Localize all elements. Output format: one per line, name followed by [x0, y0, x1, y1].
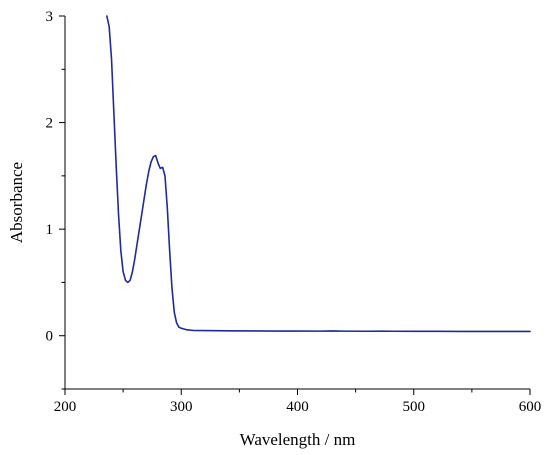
x-tick-label: 200: [54, 399, 77, 415]
x-tick-label: 400: [286, 399, 309, 415]
x-tick-label: 300: [170, 399, 193, 415]
y-tick-label: 2: [46, 116, 54, 132]
y-tick-label: 0: [46, 329, 54, 345]
y-axis-title: Absorbance: [7, 162, 26, 243]
x-tick-label: 600: [519, 399, 542, 415]
absorbance-series-line: [106, 15, 531, 333]
x-axis-title: Wavelength / nm: [240, 430, 356, 449]
plot-area: 200 300 400 500 600 0 1 2 3: [46, 9, 542, 415]
x-tick-label: 500: [403, 399, 426, 415]
y-tick-label: 3: [46, 9, 54, 25]
y-tick-label: 1: [46, 222, 54, 238]
